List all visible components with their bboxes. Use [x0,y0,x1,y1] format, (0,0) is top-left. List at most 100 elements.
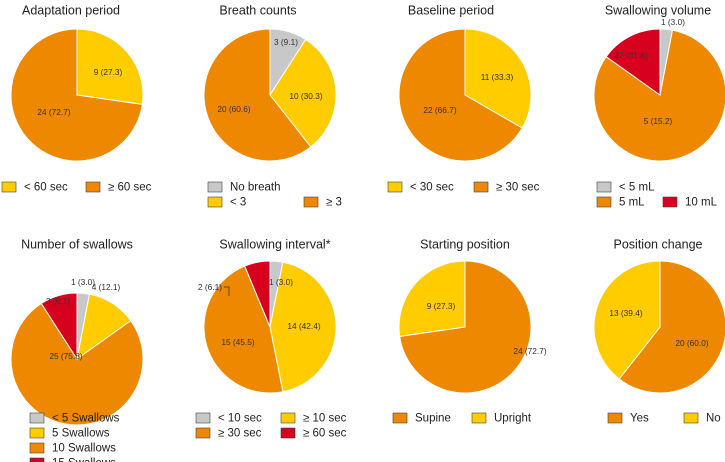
pie-slice-15-swallows [40,292,78,361]
pie-slice-yes [618,260,725,394]
legend: < 5 mL 5 mL 10 mL [596,181,718,209]
leader-line [224,286,230,296]
chart-title: Swallowing volume [605,3,711,17]
legend-swatch-30-sec [387,181,403,193]
legend-label: < 5 Swallows [52,413,120,425]
legend-swatch-5-ml [596,181,612,193]
slice-label: 1 (3.0) [71,277,95,287]
legend-swatch-15-swallows [29,457,45,462]
pie-slice-30-sec [398,28,523,162]
legend-label: < 5 mL [619,182,655,194]
slice-label: 4 (12.1) [92,282,121,292]
slice-label: 20 (60.6) [217,104,250,114]
pie-slice-60-sec [10,28,143,162]
legend-label: ≥ 30 sec [496,182,540,194]
pie-slice-10-sec [269,261,337,393]
pie-slice-no [593,260,661,380]
slice-label: 9 (27.3) [94,67,123,77]
pie-slice-60-sec [244,260,271,328]
pie-chart-baseline-period: Baseline period 11 (33.3) 22 (66.7) < 30 se… [387,3,540,194]
slice-label: 13 (39.4) [609,308,642,318]
slice-label: 3 (9.1) [274,37,298,47]
slice-label: 1 (3.0) [269,277,293,287]
legend-swatch-10-ml [662,196,678,208]
legend-label: < 60 sec [24,182,68,194]
legend-label: ≥ 60 sec [303,428,347,440]
legend-label: Yes [630,413,649,425]
legend: < 5 Swallows 5 Swallows 10 Swallows 15 Swal… [29,413,120,462]
legend-swatch-5-ml [596,196,612,208]
pie-slice-3 [203,28,312,162]
chart-title: Position change [614,237,703,251]
slice-label: 20 (60.0) [675,338,708,348]
legend-swatch-30-sec [195,427,211,439]
legend-swatch-60-sec [280,427,296,439]
chart-title: Baseline period [408,3,494,17]
legend-label: 5 mL [619,197,645,209]
legend-swatch-3 [303,196,319,208]
legend: Yes No [607,412,721,425]
legend-swatch-no-breath [207,181,223,193]
legend-label: Upright [494,413,532,425]
legend-swatch-yes [607,412,623,424]
legend: < 60 sec ≥ 60 sec [1,181,152,194]
legend-label: 10 Swallows [52,443,116,455]
chart-title: Breath counts [219,3,296,17]
pie-slice-60-sec [76,28,144,105]
pie-slice-3 [269,38,337,148]
legend-label: 5 Swallows [52,428,110,440]
pie-slice-30-sec [203,265,284,394]
slice-label: 3 (9.1) [46,296,70,306]
pie-chart-starting-position: Starting position 24 (72.7) 9 (27.3) Supine… [392,237,547,425]
legend-swatch-60-sec [85,181,101,193]
chart-title: Starting position [420,237,510,251]
legend-swatch-5-swallows [29,427,45,439]
legend-label: No [706,413,721,425]
legend-swatch-upright [471,412,487,424]
legend-swatch-no [683,412,699,424]
legend-label: ≥ 10 sec [303,413,347,425]
pie-chart-swallowing-interval: Swallowing interval* 1 (3.0) 14 (42.4) 15 (… [195,237,347,440]
slice-label: 15 (45.5) [221,337,254,347]
legend-label: ≥ 60 sec [108,182,152,194]
legend-label: ≥ 3 [326,197,342,209]
slice-label: 24 (72.7) [513,346,546,356]
slice-label: 2 (6.1) [198,282,222,292]
legend-label: < 10 sec [218,413,262,425]
slice-label: 5 (15.2) [644,116,673,126]
pie-chart-adaptation-period: Adaptation period 9 (27.3) 24 (72.7) < 60 s… [1,3,152,194]
pie-slice-10-ml [605,28,661,96]
legend: No breath < 3 ≥ 3 [207,181,342,209]
pie-slice-5-ml [593,29,725,162]
legend-swatch-10-swallows [29,442,45,454]
pie-slice-upright [398,260,466,337]
legend-swatch-supine [392,412,408,424]
slice-label: 14 (42.4) [287,321,320,331]
legend-swatch-60-sec [1,181,17,193]
slice-label: 27 (81.8) [614,50,647,60]
legend-label: No breath [230,182,281,194]
pie-chart-position-change: Position change 20 (60.0) 13 (39.4) Yes No [593,237,725,425]
pie-slice-10-swallows [10,302,144,426]
legend: Supine Upright [392,412,532,425]
legend-swatch-30-sec [473,181,489,193]
legend-swatch-10-sec [195,412,211,424]
chart-title: Number of swallows [21,237,133,251]
legend-label: ≥ 30 sec [218,428,262,440]
pie-chart-breath-counts: Breath counts 3 (9.1) 10 (30.3) 20 (60.6) No… [203,3,342,209]
slice-label: 11 (33.3) [481,72,514,82]
slice-label: 10 (30.3) [289,91,322,101]
legend-swatch-10-sec [280,412,296,424]
legend: < 10 sec ≥ 10 sec ≥ 30 sec ≥ 60 sec [195,412,347,440]
slice-label: 22 (66.7) [423,105,456,115]
legend-label: < 30 sec [410,182,454,194]
chart-title: Swallowing interval* [219,237,330,251]
legend-swatch-3 [207,196,223,208]
slice-label: 9 (27.3) [427,301,456,311]
slice-label: 24 (72.7) [37,107,70,117]
chart-title: Adaptation period [22,3,120,17]
legend: < 30 sec ≥ 30 sec [387,181,540,194]
slice-label: 1 (3.0) [661,17,685,27]
